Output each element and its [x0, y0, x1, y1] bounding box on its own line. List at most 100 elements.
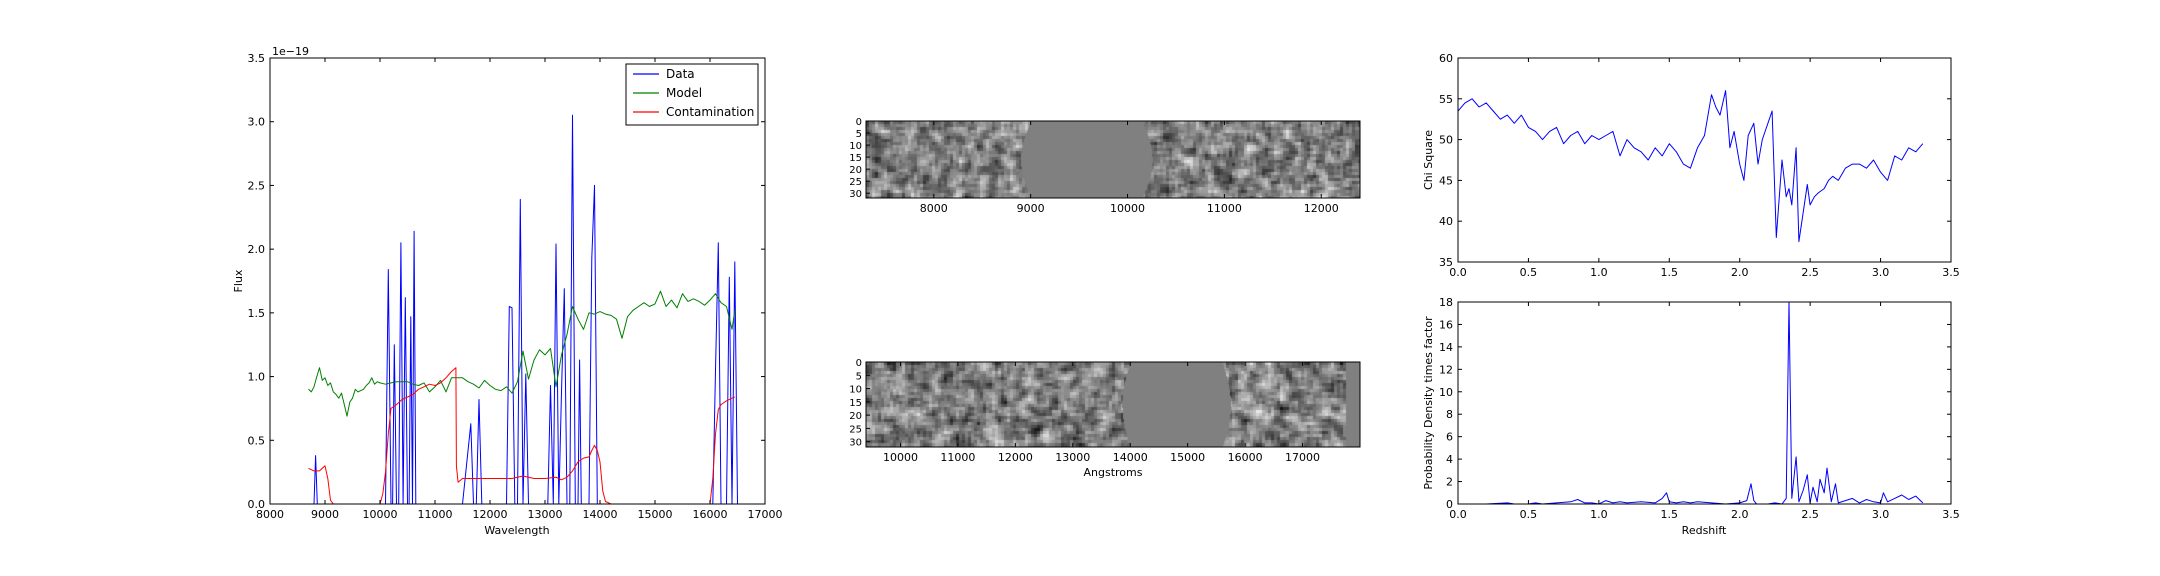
chi-xtick-label: 1.5: [1661, 266, 1679, 279]
chi-xtick-label: 3.0: [1872, 266, 1890, 279]
flux-ytick-label: 0.0: [248, 498, 266, 511]
flux-series-contamination-line: [308, 367, 735, 504]
flux-xtick-label: 15000: [638, 508, 673, 521]
chi-xtick-label: 2.0: [1731, 266, 1749, 279]
flux-axes-frame: [269, 57, 766, 505]
spectrum-2d-top-image: [866, 121, 1360, 198]
chi-ytick-label: 50: [1439, 134, 1453, 147]
chi-xtick-label: 0.5: [1520, 266, 1538, 279]
flux-offset-text: 1e−19: [272, 45, 309, 58]
spectrum-2d-bottom-ytick-label: 10: [849, 385, 862, 396]
spectrum-2d-bottom-ticks: 10000 11000 12000 13000 14000 15000 16000 17000…: [849, 358, 1320, 464]
pdf-xtick-label: 1.0: [1590, 508, 1608, 521]
chi-square-line: [1458, 90, 1924, 243]
flux-ticks: 8000 9000 10000 11000 12000 13000 14000 15000 16…: [248, 52, 783, 521]
spectrum-2d-bottom-ytick-label: 0: [856, 358, 862, 369]
spectrum-2d-bottom-xtick-label: 15000: [1170, 451, 1205, 464]
chi-ytick-label: 55: [1439, 93, 1453, 106]
pdf-ytick-label: 0: [1446, 498, 1453, 511]
spectrum-2d-top-xtick-label: 8000: [920, 202, 948, 215]
spectrum-2d-bottom-xtick-label: 13000: [1055, 451, 1090, 464]
pdf-xtick-label: 0.5: [1520, 508, 1538, 521]
spectrum-2d-top-ytick-label: 10: [849, 141, 862, 152]
spectrum-2d-top-ytick-label: 20: [849, 165, 862, 176]
flux-series-layer: [308, 114, 738, 504]
flux-panel: 8000 9000 10000 11000 12000 13000 14000 15000 16…: [232, 45, 783, 537]
spectrum-2d-top-xtick-label: 11000: [1207, 202, 1242, 215]
flux-series-model-line: [308, 290, 736, 417]
chi-ticks: 0.0 0.5 1.0 1.5 2.0 2.5 3.0 3.5 35 40 45 50 55 60: [1439, 52, 1960, 279]
pdf-ytick-label: 10: [1439, 386, 1453, 399]
flux-xtick-label: 14000: [583, 508, 618, 521]
spectrum-2d-top-ytick-label: 0: [856, 117, 862, 128]
flux-ytick-label: 3.0: [248, 116, 266, 129]
spectrum-2d-bottom-xtick-label: 11000: [940, 451, 975, 464]
legend-label-model: Model: [666, 86, 702, 100]
spectrum-2d-top-xtick-label: 10000: [1110, 202, 1145, 215]
pdf-ytick-label: 8: [1446, 408, 1453, 421]
spectrum-2d-bottom-ytick-label: 30: [849, 438, 862, 449]
flux-xtick-label: 10000: [363, 508, 398, 521]
chi-series-layer: [1458, 90, 1924, 243]
chi-xtick-label: 2.5: [1801, 266, 1819, 279]
flux-ylabel: Flux: [232, 269, 245, 292]
spectrum-2d-top-xtick-label: 9000: [1017, 202, 1045, 215]
pdf-ytick-label: 6: [1446, 431, 1453, 444]
chi-ylabel: Chi Square: [1422, 130, 1435, 190]
pdf-ytick-label: 14: [1439, 341, 1453, 354]
pdf-xtick-label: 3.0: [1872, 508, 1890, 521]
spectrum-2d-bottom-xtick-label: 12000: [998, 451, 1033, 464]
pdf-ytick-label: 2: [1446, 476, 1453, 489]
flux-legend: Data Model Contamination: [625, 63, 759, 126]
flux-ytick-label: 2.5: [248, 179, 266, 192]
spectrum-2d-bottom-xtick-label: 10000: [883, 451, 918, 464]
pdf-xlabel: Redshift: [1682, 524, 1727, 537]
chi-ytick-label: 35: [1439, 256, 1453, 269]
pdf-xtick-label: 1.5: [1661, 508, 1679, 521]
spectrum-2d-top-ytick-label: 5: [856, 129, 862, 140]
spectrum-2d-top-ytick-label: 30: [849, 189, 862, 200]
legend-label-data: Data: [666, 67, 695, 81]
chi-xtick-label: 3.5: [1942, 266, 1960, 279]
flux-xtick-label: 9000: [311, 508, 339, 521]
pdf-xtick-label: 0.0: [1449, 508, 1467, 521]
chi-xtick-label: 0.0: [1449, 266, 1467, 279]
pdf-ylabel: Probability Density times factor: [1422, 316, 1435, 490]
pdf-ytick-label: 16: [1439, 318, 1453, 331]
chi-ytick-label: 40: [1439, 215, 1453, 228]
spectrum-2d-bottom-ytick-label: 15: [849, 398, 862, 409]
flux-xtick-label: 17000: [748, 508, 783, 521]
spectrum-2d-bottom-xtick-label: 14000: [1113, 451, 1148, 464]
spectrum-2d-bottom-ytick-label: 20: [849, 411, 862, 422]
pdf-ytick-label: 18: [1439, 296, 1453, 309]
spectrum-2d-bottom-xlabel: Angstroms: [1084, 466, 1143, 479]
pdf-xtick-label: 2.0: [1731, 508, 1749, 521]
spectrum-2d-top-frame: [865, 120, 1361, 199]
spectrum-2d-top-ytick-label: 15: [849, 153, 862, 164]
chi-axes-frame: [1457, 57, 1952, 263]
pdf-xtick-label: 2.5: [1801, 508, 1819, 521]
pdf-series-layer: [1458, 302, 1924, 504]
chi-square-panel: 0.0 0.5 1.0 1.5 2.0 2.5 3.0 3.5 35 40 45 50 55 60 Chi…: [1422, 52, 1960, 279]
flux-xtick-label: 12000: [473, 508, 508, 521]
chi-xtick-label: 1.0: [1590, 266, 1608, 279]
spectrum-2d-top-xtick-label: 12000: [1304, 202, 1339, 215]
pdf-axes-frame: [1457, 301, 1952, 505]
spectrum-2d-top-foreign: [866, 121, 1360, 198]
spectrum-2d-bottom-xtick-label: 16000: [1228, 451, 1263, 464]
flux-ytick-label: 1.5: [248, 307, 266, 320]
flux-xtick-label: 11000: [418, 508, 453, 521]
pdf-xtick-label: 3.5: [1942, 508, 1960, 521]
pdf-ticks: 0.0 0.5 1.0 1.5 2.0 2.5 3.0 3.5 0 2 4 6 8 10 12 14 16 18: [1439, 296, 1960, 521]
legend-label-contamination: Contamination: [666, 105, 754, 119]
probability-density-line: [1458, 302, 1924, 504]
spectrum-2d-bottom-foreign: [866, 362, 1360, 447]
flux-xtick-label: 16000: [693, 508, 728, 521]
chi-ytick-label: 60: [1439, 52, 1453, 65]
flux-ytick-label: 1.0: [248, 371, 266, 384]
flux-xlabel: Wavelength: [484, 524, 549, 537]
probability-density-panel: 0.0 0.5 1.0 1.5 2.0 2.5 3.0 3.5024681012141618 …: [1422, 296, 1960, 537]
